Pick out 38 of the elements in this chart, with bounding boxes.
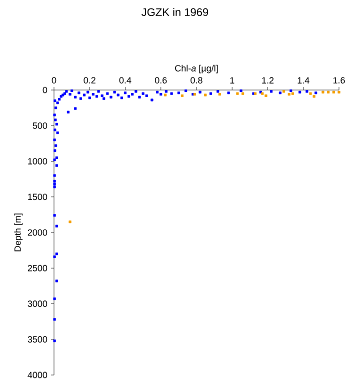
x-tick-label: 1.6	[333, 77, 345, 84]
y-tick-label: 500	[32, 122, 48, 129]
point	[282, 90, 286, 93]
point	[288, 92, 290, 96]
point	[242, 92, 244, 95]
y-axis-title: Depth [m]	[14, 214, 23, 252]
point	[236, 92, 239, 95]
point	[218, 92, 221, 96]
y-tick-label: 1000	[28, 158, 48, 164]
y-tick-label: 3500	[28, 336, 48, 343]
point	[312, 95, 316, 98]
x-tick-label: 1.2	[262, 77, 274, 84]
point	[180, 94, 184, 98]
point	[164, 94, 167, 96]
y-tick-label: 0	[42, 86, 48, 94]
point	[322, 90, 324, 94]
x-tick-label: 0.6	[154, 77, 167, 84]
x-tick-label: 0.2	[84, 77, 96, 84]
x-tick-label: 0	[52, 77, 56, 84]
x-axis-title: Chl-a [µg/l]	[175, 64, 218, 74]
y-tick-label: 2000	[28, 229, 48, 236]
y-tick-label: 3000	[28, 300, 48, 307]
x-tick-label: 0.8	[190, 77, 202, 84]
y-tick-label: 2500	[28, 264, 48, 272]
y-tick-label: 1500	[28, 194, 48, 200]
chart-title: JGZK in 1969	[142, 8, 208, 16]
point	[338, 90, 340, 94]
x-tick-label: 0.4	[119, 77, 132, 84]
point	[291, 92, 294, 95]
point	[68, 220, 72, 224]
point	[309, 92, 312, 95]
y-tick-label: 4000	[28, 372, 48, 378]
point	[204, 94, 207, 96]
x-tick-label: 1	[230, 77, 234, 84]
point	[332, 90, 335, 94]
point	[264, 94, 268, 98]
x-tick-label: 1.4	[298, 77, 310, 84]
point	[327, 90, 330, 94]
